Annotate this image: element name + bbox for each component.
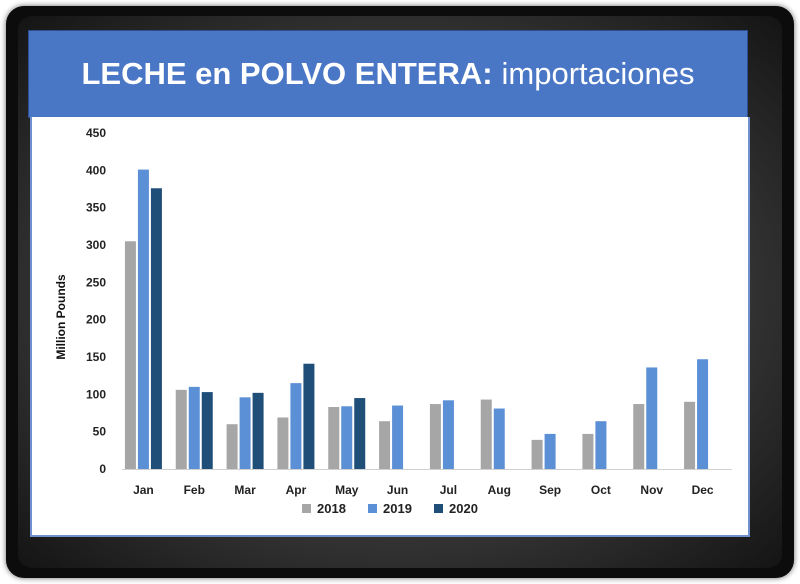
bar-2018-jan [124,241,136,469]
bar-2019-sep [544,433,556,469]
x-tick-label: Mar [234,483,256,497]
bar-2018-feb [175,389,187,469]
legend-label-2018: 2018 [317,501,346,516]
legend-swatch-2019 [368,504,377,513]
bar-2018-nov [633,404,645,469]
bar-2019-oct [595,421,607,469]
bar-2019-may [341,406,353,469]
x-tick-label: Nov [640,483,663,497]
title-banner: LECHE en POLVO ENTERA: importaciones [28,30,748,118]
bar-2018-mar [226,424,238,469]
x-tick-label: Jun [387,483,408,497]
legend: 2018 2019 2020 [302,501,478,516]
bar-2020-may [354,398,366,469]
bar-2019-mar [239,397,251,469]
y-tick-label: 0 [99,462,106,476]
x-tick-label: Apr [286,483,307,497]
y-tick-label: 300 [86,238,106,252]
legend-label-2020: 2020 [449,501,478,516]
x-axis: Jan Feb Mar Apr May Jun Jul Aug Sep Oct Nov Dec [122,469,732,497]
y-axis-label: Million Pounds [54,274,68,360]
bar-2019-jun [392,405,404,469]
y-tick-label: 200 [86,313,106,327]
bar-chart: 0 50 100 150 200 250 300 350 400 450 Jan Feb Mar Apr… [54,126,732,516]
x-tick-label: May [335,483,359,497]
y-tick-label: 350 [86,201,106,215]
x-tick-label: Aug [488,483,511,497]
y-tick-label: 450 [86,126,106,140]
bar-2018-may [328,407,340,469]
x-tick-label: Jul [440,483,457,497]
bars [124,169,709,469]
y-tick-label: 100 [86,387,106,401]
x-tick-label: Sep [539,483,561,497]
bar-2018-jul [429,404,441,469]
bar-2020-mar [252,392,264,469]
bar-2019-aug [493,408,505,469]
y-tick-label: 400 [86,163,106,177]
x-tick-label: Oct [591,483,611,497]
x-tick-label: Jan [133,483,154,497]
y-tick-label: 150 [86,350,106,364]
y-axis: 0 50 100 150 200 250 300 350 400 450 [86,126,106,476]
x-tick-label: Dec [692,483,714,497]
bar-2018-sep [531,439,543,469]
legend-label-2019: 2019 [383,501,412,516]
chart-panel: 0 50 100 150 200 250 300 350 400 450 Jan Feb Mar Apr… [30,117,750,537]
bar-2020-feb [201,392,213,469]
y-tick-label: 250 [86,275,106,289]
bar-2019-jan [137,169,149,469]
legend-swatch-2020 [434,504,443,513]
bar-2020-apr [303,363,315,469]
bar-2018-aug [480,399,492,469]
bar-2019-apr [290,383,302,469]
title-rest: importaciones [501,56,695,91]
bar-2019-dec [697,359,709,469]
bar-2020-jan [150,188,162,469]
bar-2018-dec [684,401,696,469]
bar-2018-oct [582,433,594,469]
y-tick-label: 50 [93,425,107,439]
x-tick-label: Feb [184,483,205,497]
bar-2018-jun [379,421,391,469]
bar-2019-feb [188,386,200,469]
title-bold: LECHE en POLVO ENTERA: [81,56,493,91]
bar-2019-nov [646,367,658,469]
bar-2019-jul [442,400,454,469]
legend-swatch-2018 [302,504,311,513]
bar-2018-apr [277,417,289,469]
